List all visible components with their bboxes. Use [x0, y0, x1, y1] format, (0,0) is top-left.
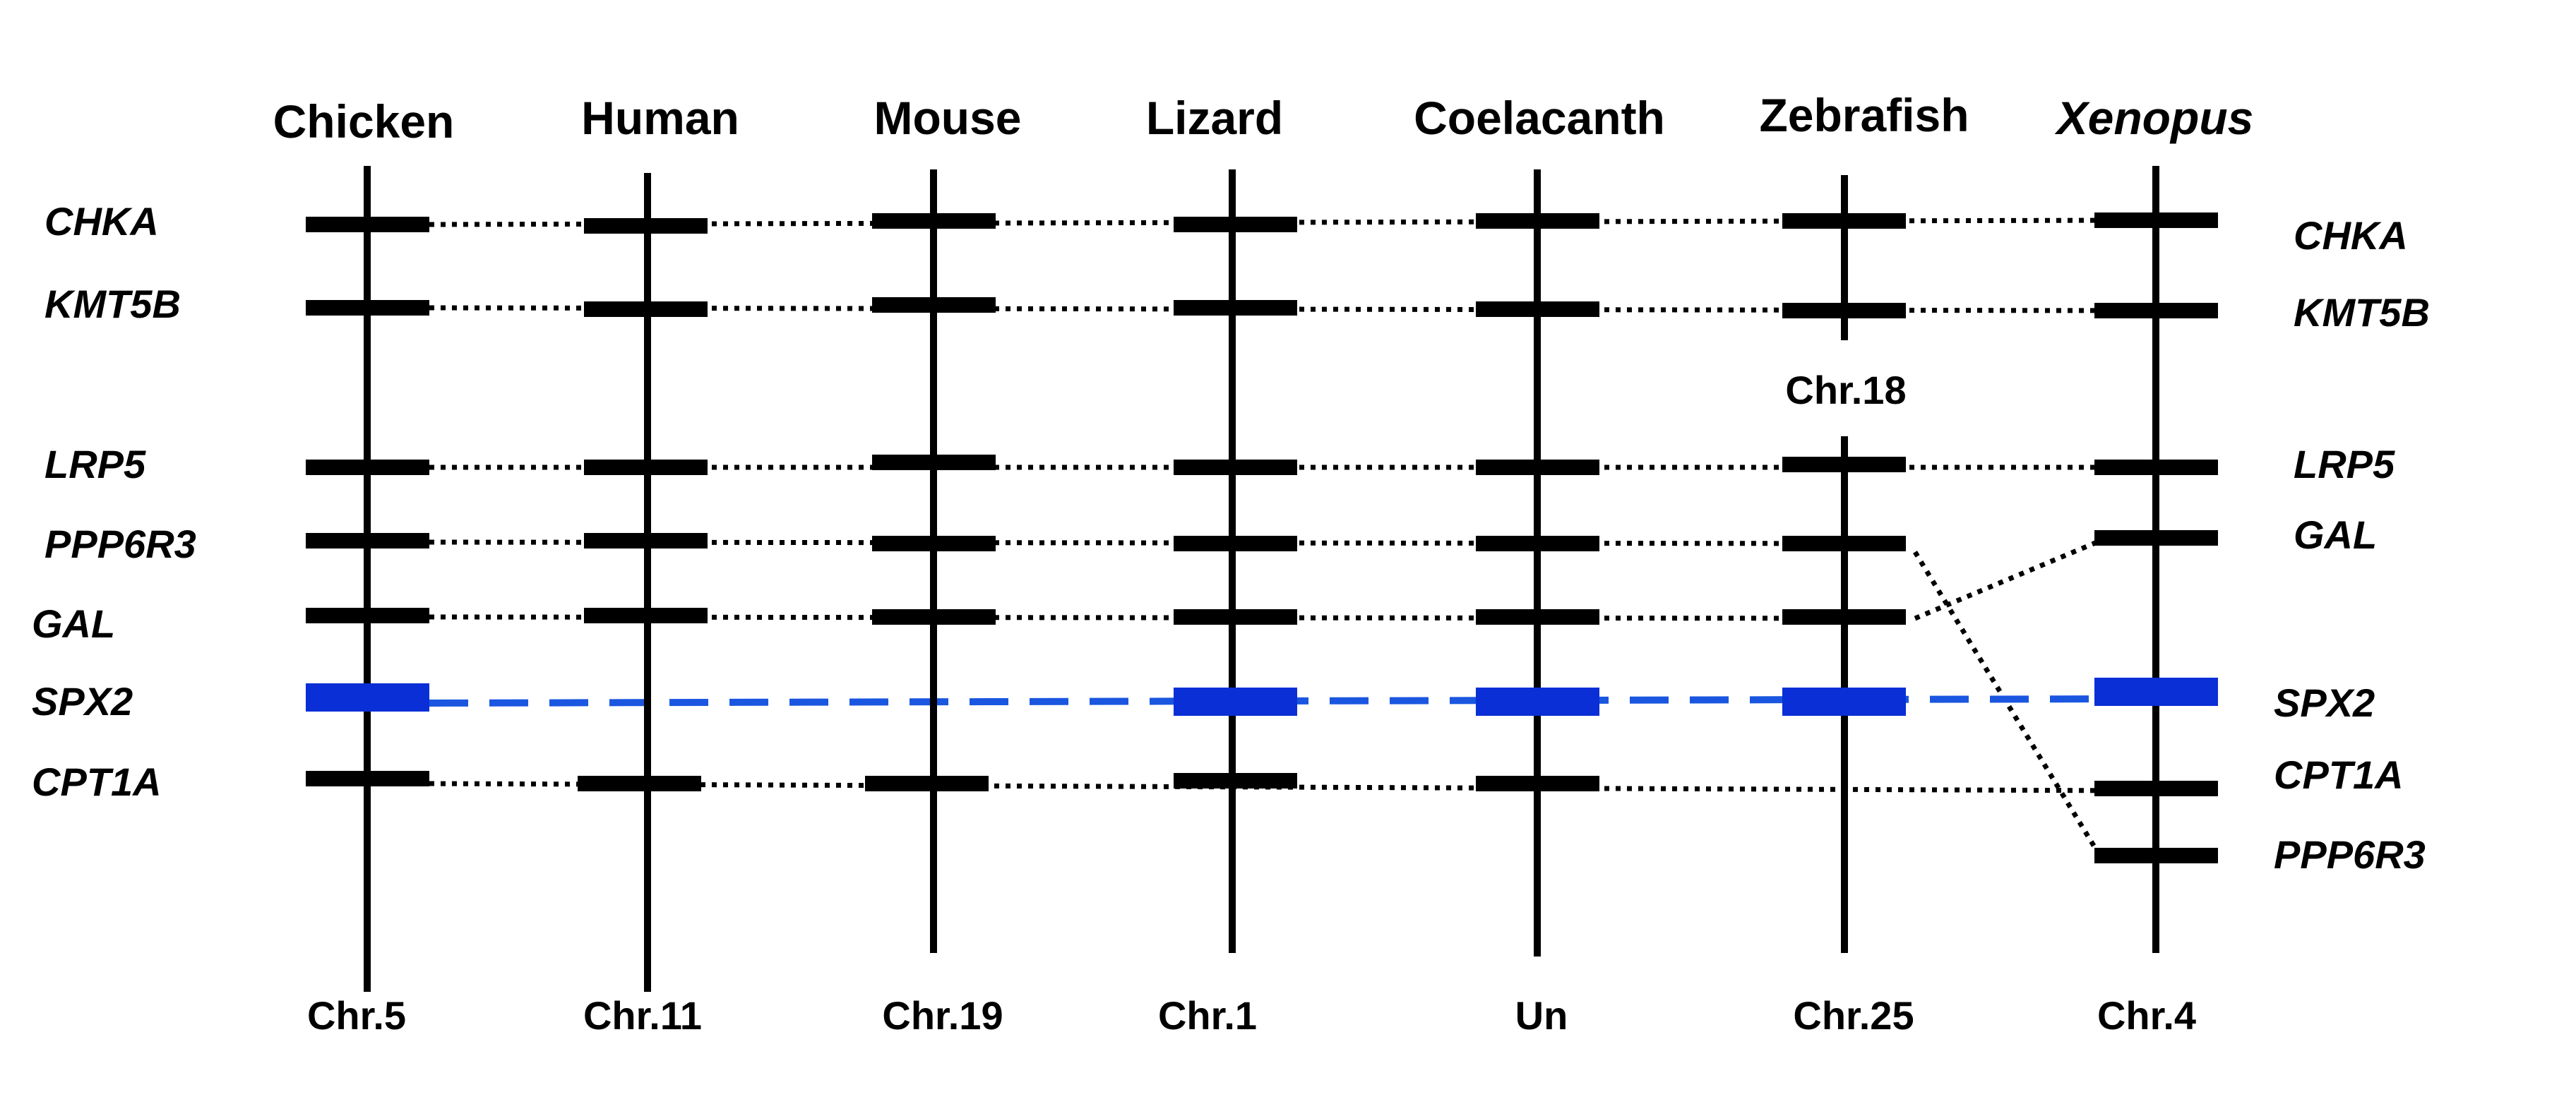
- right-gene-spx2: SPX2: [2274, 681, 2375, 725]
- right-gene-lrp5: LRP5: [2294, 442, 2395, 486]
- link-ppp6r3-cross: [1913, 551, 2104, 860]
- chr-label-lizard: Chr.1: [1158, 993, 1257, 1038]
- gene-ticks: [306, 212, 2218, 863]
- chr-label-mouse: Chr.19: [882, 993, 1003, 1038]
- species-label-lizard: Lizard: [1146, 92, 1283, 144]
- ortholog-links: [429, 217, 2123, 860]
- zebrafish-upper-chr-label: Chr.18: [1785, 368, 1906, 412]
- left-gene-cpt1a: CPT1A: [32, 760, 162, 804]
- right-gene-cpt1a: CPT1A: [2274, 753, 2404, 797]
- species-label-mouse: Mouse: [873, 92, 1021, 144]
- species-label-human: Human: [581, 92, 739, 144]
- left-gene-kmt5b: KMT5B: [44, 282, 181, 326]
- left-gene-gal: GAL: [32, 601, 115, 646]
- left-gene-chka: CHKA: [44, 199, 159, 244]
- species-label-coelacanth: Coelacanth: [1414, 92, 1665, 144]
- chromosome-axes: [364, 166, 2159, 992]
- left-gene-ppp6r3: PPP6R3: [44, 522, 196, 566]
- chr-label-zebrafish: Chr.25: [1793, 993, 1914, 1038]
- right-gene-gal: GAL: [2294, 512, 2377, 557]
- chr-label-coelacanth: Un: [1515, 993, 1568, 1038]
- left-gene-lrp5: LRP5: [44, 442, 146, 486]
- right-gene-kmt5b: KMT5B: [2294, 290, 2430, 335]
- chr-label-chicken: Chr.5: [307, 993, 406, 1038]
- zebrafish-upper-chr-bg: [1758, 356, 1928, 424]
- chr-label-xenopus: Chr.4: [2097, 993, 2196, 1038]
- species-label-chicken: Chicken: [273, 95, 455, 148]
- left-gene-spx2: SPX2: [32, 679, 133, 724]
- right-gene-chka: CHKA: [2294, 213, 2408, 258]
- link-gal-cross: [1914, 535, 2109, 621]
- species-label-xenopus: Xenopus: [2054, 92, 2254, 144]
- species-label-zebrafish: Zebrafish: [1759, 89, 1969, 141]
- link-gal: [429, 614, 1907, 621]
- chr-label-human: Chr.11: [583, 993, 702, 1038]
- right-gene-ppp6r3: PPP6R3: [2274, 832, 2426, 877]
- link-ppp6r3: [429, 539, 1907, 546]
